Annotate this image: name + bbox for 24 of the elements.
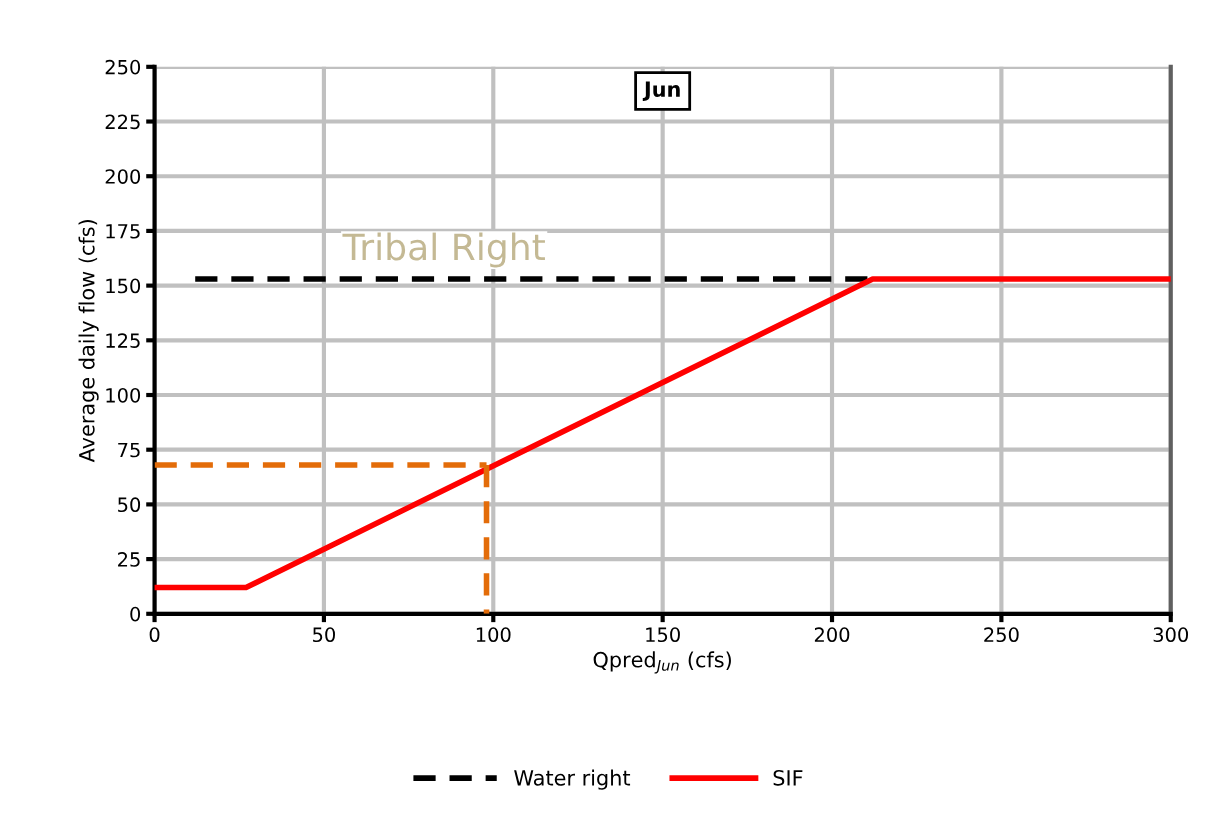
x-tick-label: 100 (476, 627, 511, 643)
y-tick-label: 0 (130, 606, 141, 622)
y-tick-label: 250 (105, 59, 141, 75)
y-tick-label: 75 (118, 442, 140, 458)
y-axis-title: Average daily flow (cfs) (78, 220, 99, 463)
y-tick-label: 100 (106, 387, 141, 403)
y-tick-label: 200 (105, 169, 141, 184)
y-tick-label: 150 (106, 278, 141, 294)
text: Jun (642, 81, 680, 101)
legend-label: Water right (514, 769, 631, 790)
legend-label: SIF (773, 769, 803, 786)
y-tick-label: 175 (106, 224, 140, 239)
y-tick-label: 50 (118, 497, 141, 513)
annotation: Tribal Right (342, 232, 545, 268)
x-tick-label: 200 (814, 627, 850, 643)
y-tick-label: 225 (105, 114, 140, 130)
x-tick-label: 150 (646, 627, 680, 643)
x-tick-label: 0 (149, 627, 160, 643)
x-tick-label: 250 (984, 627, 1019, 643)
x-axis-title: Qpred$_{Jun}$ (cfs) (593, 651, 731, 674)
y-tick-label: 25 (118, 552, 140, 567)
y-tick-label: 125 (106, 333, 140, 348)
x-tick-label: 300 (1153, 627, 1189, 643)
x-tick-label: 50 (313, 627, 335, 643)
